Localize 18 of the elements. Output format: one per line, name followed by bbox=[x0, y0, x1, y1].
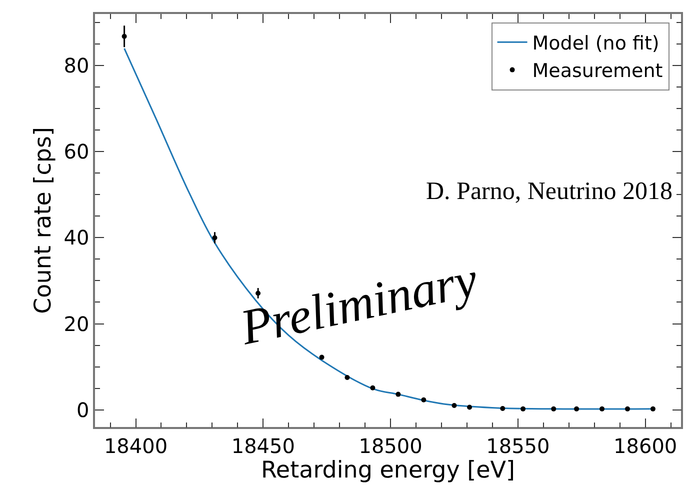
y-tick-label: 40 bbox=[64, 226, 90, 250]
annotation: Preliminary bbox=[234, 250, 483, 356]
y-tick-label: 0 bbox=[76, 398, 90, 422]
point bbox=[122, 34, 127, 39]
legend-label: Measurement bbox=[532, 60, 663, 82]
x-tick-label: 18600 bbox=[614, 434, 678, 458]
y-tick-label: 60 bbox=[64, 140, 90, 164]
x-tick-label: 18500 bbox=[358, 434, 422, 458]
legend-label: Model (no fit) bbox=[532, 32, 660, 55]
y-tick-label: 80 bbox=[64, 54, 90, 78]
x-axis-title: Retarding energy [eV] bbox=[260, 458, 516, 484]
x-tick-label: 18550 bbox=[486, 434, 550, 458]
point bbox=[212, 235, 218, 240]
y-tick-label: 20 bbox=[64, 312, 90, 336]
x-tick-label: 18400 bbox=[104, 434, 168, 458]
y-axis-title: Count rate [cps] bbox=[30, 127, 57, 314]
annotation: D. Parno, Neutrino 2018 bbox=[426, 178, 672, 205]
x-tick-label: 18450 bbox=[231, 434, 295, 458]
